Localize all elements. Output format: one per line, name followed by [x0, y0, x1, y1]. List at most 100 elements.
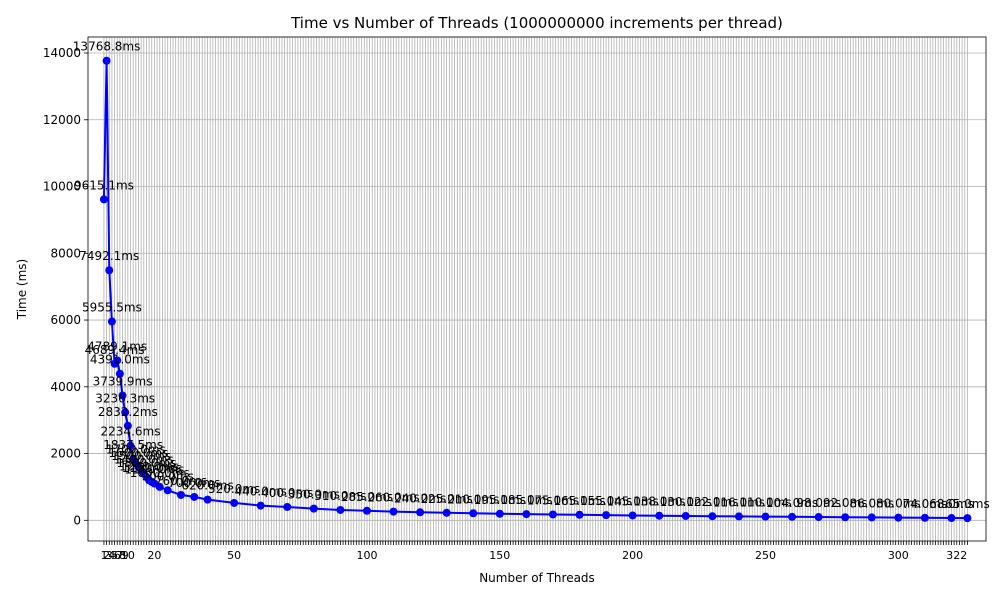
data-label: 4689.4ms — [85, 343, 145, 357]
data-point — [309, 504, 318, 513]
data-label: 210.0ms — [447, 492, 499, 506]
data-label: 175.0ms — [527, 493, 579, 507]
x-tick-label: 100 — [356, 549, 377, 562]
data-point — [118, 391, 127, 400]
data-label: 240.0ms — [394, 491, 446, 505]
data-point — [469, 509, 478, 518]
data-label: 1100.0ms — [124, 463, 184, 477]
data-point — [442, 508, 451, 517]
data-label-layer: 9615.1ms 13768.8ms 7492.1ms 5955.5ms 4689.4m… — [73, 40, 990, 511]
data-point — [123, 421, 132, 430]
data-point — [113, 356, 122, 365]
data-label: 9615.1ms — [74, 178, 134, 192]
data-label: 122.0ms — [686, 495, 738, 509]
data-point — [99, 195, 108, 204]
data-point — [190, 492, 199, 501]
data-label: 4789.1ms — [87, 339, 147, 353]
data-point — [107, 317, 116, 326]
x-tick-label: 150 — [489, 549, 510, 562]
data-label: 1837.5ms — [103, 438, 163, 452]
y-tick-label: 0 — [73, 513, 81, 527]
x-tick-label: 20 — [147, 549, 161, 562]
data-label: 350.0ms — [288, 488, 340, 502]
data-label: 104.0ms — [766, 496, 818, 510]
data-label: 4391.0ms — [90, 353, 150, 367]
data-point — [628, 511, 637, 520]
x-tick-label: 200 — [622, 549, 643, 562]
y-tick-label: 2000 — [50, 447, 81, 461]
data-point — [362, 506, 371, 515]
data-label: 225.0ms — [421, 492, 473, 506]
data-label: 310.0ms — [314, 489, 366, 503]
data-label: 74.0ms — [903, 497, 948, 511]
data-label: 620.0ms — [181, 479, 233, 493]
data-point — [126, 441, 135, 450]
data-point — [495, 509, 504, 518]
x-tick-label: 7 — [116, 549, 123, 562]
data-label: 195.0ms — [474, 493, 526, 507]
series-layer — [99, 56, 972, 523]
data-label: 145.0ms — [606, 494, 658, 508]
y-tick-label: 12000 — [43, 113, 81, 127]
x-tick-label: 5 — [111, 549, 118, 562]
data-label: 138.0ms — [633, 495, 685, 509]
y-axis-label: Time (ms) — [15, 259, 29, 321]
data-label: 155.0ms — [580, 494, 632, 508]
data-point — [920, 513, 929, 522]
data-label: 1700.0ms — [106, 443, 166, 457]
y-tick-label: 8000 — [50, 246, 81, 260]
data-label: 2832.2ms — [98, 405, 158, 419]
data-label: 3739.9ms — [93, 374, 153, 388]
data-label: 400.0ms — [261, 486, 313, 500]
data-label: 900.0ms — [142, 469, 194, 483]
data-label: 1400.0ms — [114, 453, 174, 467]
data-point — [102, 56, 111, 65]
data-point — [256, 501, 265, 510]
data-label: 80.0ms — [876, 497, 921, 511]
data-label: 185.0ms — [500, 493, 552, 507]
data-label: 1000.0ms — [130, 466, 190, 480]
data-point — [203, 495, 212, 504]
x-tick-label: 300 — [888, 549, 909, 562]
data-point — [522, 510, 531, 519]
data-label: 1150.0ms — [122, 461, 182, 475]
data-point — [155, 482, 164, 491]
data-label: 7492.1ms — [79, 249, 139, 263]
x-tick-label: 2 — [103, 549, 110, 562]
data-point — [734, 512, 743, 521]
data-point — [867, 513, 876, 522]
data-point — [416, 508, 425, 517]
x-tick-label: 3 — [106, 549, 113, 562]
x-tick-label: 6 — [114, 549, 121, 562]
data-point — [115, 369, 124, 378]
data-point — [176, 490, 185, 499]
data-label: 1300.0ms — [116, 456, 176, 470]
data-label: 116.0ms — [713, 495, 765, 509]
y-tick-label: 10000 — [43, 180, 81, 194]
data-label: 260.0ms — [367, 491, 419, 505]
data-point — [894, 513, 903, 522]
data-point — [230, 498, 239, 507]
x-axis-label: Number of Threads — [479, 571, 595, 585]
data-label: 130.0ms — [660, 495, 712, 509]
data-point — [708, 512, 717, 521]
data-label: 13768.8ms — [73, 40, 141, 54]
x-tick-label: 9 — [122, 549, 129, 562]
data-point — [761, 512, 770, 521]
data-label: 1500.0ms — [111, 449, 171, 463]
data-label: 5955.5ms — [82, 301, 142, 315]
x-tick-label: 322 — [946, 549, 967, 562]
data-point — [548, 510, 557, 519]
data-point — [602, 511, 611, 520]
y-tick-label: 4000 — [50, 380, 81, 394]
x-tick-label: 10 — [121, 549, 135, 562]
data-label: 760.0ms — [155, 474, 207, 488]
data-point — [681, 511, 690, 520]
data-point — [841, 513, 850, 522]
data-point — [788, 512, 797, 521]
y-tick-label: 14000 — [43, 46, 81, 60]
data-label: 700.0ms — [168, 476, 220, 490]
x-tick-label: 250 — [755, 549, 776, 562]
